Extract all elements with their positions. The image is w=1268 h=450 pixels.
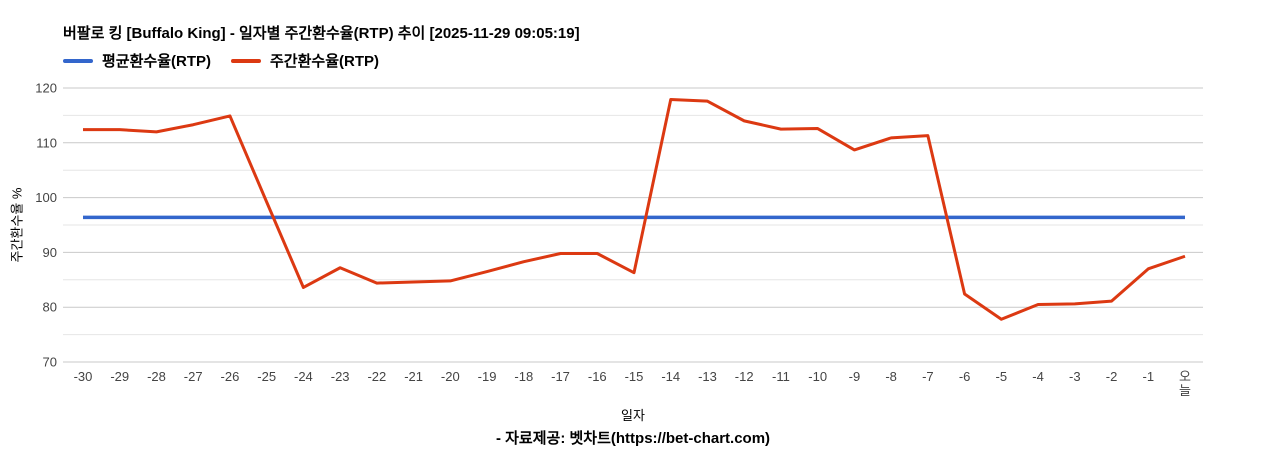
x-tick-label: -18 [514, 369, 533, 384]
chart-title: 버팔로 킹 [Buffalo King] - 일자별 주간환수율(RTP) 추이… [63, 25, 580, 42]
x-tick-label: -13 [698, 369, 717, 384]
x-tick-label: -2 [1106, 369, 1118, 384]
x-tick-label: -12 [735, 369, 754, 384]
y-tick-label: 100 [35, 190, 57, 205]
y-tick-label: 90 [43, 245, 57, 260]
x-tick-label: -3 [1069, 369, 1081, 384]
y-tick-label: 110 [36, 135, 57, 150]
x-tick-label: -4 [1032, 369, 1044, 384]
x-tick-label: -27 [184, 369, 203, 384]
x-tick-label-today: 오 [1179, 369, 1191, 384]
x-tick-label: -14 [661, 369, 680, 384]
legend-item-weekly-rtp: 주간환수율(RTP) [231, 50, 379, 71]
x-tick-label: -16 [588, 369, 607, 384]
x-tick-label: -22 [367, 369, 386, 384]
average-rtp-line-swatch [63, 58, 93, 63]
x-tick-label: -8 [885, 369, 897, 384]
x-tick-label: -23 [331, 369, 350, 384]
x-tick-label: -19 [478, 369, 497, 384]
x-tick-label: -20 [441, 369, 460, 384]
legend-label-average-rtp: 평균환수율(RTP) [102, 53, 211, 70]
legend-label-weekly-rtp: 주간환수율(RTP) [270, 53, 379, 70]
x-tick-label: -11 [772, 369, 790, 384]
x-tick-label: -28 [147, 369, 166, 384]
x-tick-label: -9 [849, 369, 861, 384]
x-tick-label: -1 [1142, 369, 1154, 384]
x-tick-label: -7 [922, 369, 934, 384]
x-axis-title: 일자 [621, 408, 645, 423]
x-tick-label-today: 늘 [1179, 383, 1191, 398]
x-tick-label: -24 [294, 369, 313, 384]
x-tick-label: -10 [808, 369, 827, 384]
data-source-credit: - 자료제공: 벳차트(https://bet-chart.com) [495, 430, 771, 447]
x-tick-label: -5 [996, 369, 1008, 384]
legend-item-average-rtp: 평균환수율(RTP) [63, 50, 211, 71]
legend: 평균환수율(RTP) 주간환수율(RTP) [63, 50, 379, 71]
weekly-rtp-line [83, 98, 1186, 321]
x-tick-label: -6 [959, 369, 971, 384]
x-tick-label: -29 [110, 369, 129, 384]
x-tick-label: -25 [257, 369, 276, 384]
x-tick-label: -15 [625, 369, 644, 384]
x-tick-label: -21 [404, 369, 423, 384]
y-tick-label: 70 [43, 355, 57, 370]
weekly-rtp-line-swatch [231, 58, 261, 63]
x-tick-label: -30 [74, 369, 93, 384]
y-tick-label: 80 [43, 300, 57, 315]
x-tick-label: -26 [221, 369, 240, 384]
x-tick-label: -17 [551, 369, 570, 384]
y-tick-label: 120 [35, 81, 57, 96]
